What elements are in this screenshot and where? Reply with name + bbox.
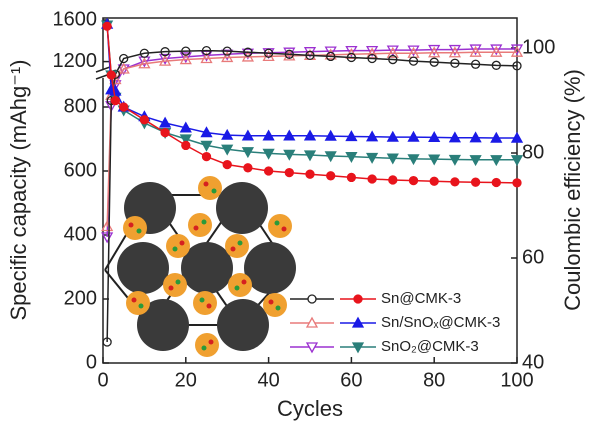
x-tick-label: 60 (340, 369, 362, 391)
y-tick-label: 400 (64, 223, 97, 245)
marker (306, 170, 314, 178)
x-tick-label: 20 (175, 369, 197, 391)
y-tick-label: 0 (86, 351, 97, 373)
marker (327, 172, 335, 180)
y-tick-label: 600 (64, 159, 97, 181)
marker (103, 22, 111, 30)
x-tick-label: 80 (423, 369, 445, 391)
inset-schematic (105, 176, 296, 357)
marker (111, 97, 119, 105)
marker (120, 103, 128, 111)
marker (410, 177, 418, 185)
legend-label: SnO₂@CMK-3 (381, 338, 479, 355)
x-axis-label: Cycles (277, 396, 343, 421)
marker (140, 116, 148, 124)
chart: Cycles Specific capacity (mAhg⁻¹) Coulom… (0, 0, 590, 428)
x-tick-label: 0 (97, 369, 108, 391)
marker (451, 178, 459, 186)
y-tick-label: 200 (64, 287, 97, 309)
marker (430, 177, 438, 185)
y-axis-label: Specific capacity (mAhg⁻¹) (6, 59, 31, 320)
marker (368, 175, 376, 183)
y2-tick-label: 100 (522, 36, 555, 58)
legend-label: Sn@CMK-3 (381, 290, 461, 307)
x-tick-label: 40 (257, 369, 279, 391)
marker (492, 179, 500, 187)
y2-tick-label: 80 (522, 141, 544, 163)
marker (161, 129, 169, 137)
y-tick-label: 800 (64, 95, 97, 117)
y2-tick-label: 60 (522, 246, 544, 268)
marker (513, 179, 521, 187)
marker (389, 176, 397, 184)
marker (347, 173, 355, 181)
marker (265, 167, 273, 175)
marker (107, 71, 115, 79)
marker (244, 164, 252, 172)
legend-label: Sn/SnOₓ@CMK-3 (381, 314, 500, 331)
marker (203, 153, 211, 161)
marker (285, 169, 293, 177)
legend-marker (308, 295, 316, 303)
y-tick-label: 1200 (53, 50, 98, 72)
y2-axis-label: Coulombic efficiency (%) (560, 69, 585, 311)
series-line (107, 24, 517, 138)
y-tick-label: 1600 (53, 8, 98, 30)
marker (472, 178, 480, 186)
marker (182, 141, 190, 149)
marker (223, 161, 231, 169)
y2-tick-label: 40 (522, 351, 544, 373)
legend-marker (354, 295, 362, 303)
